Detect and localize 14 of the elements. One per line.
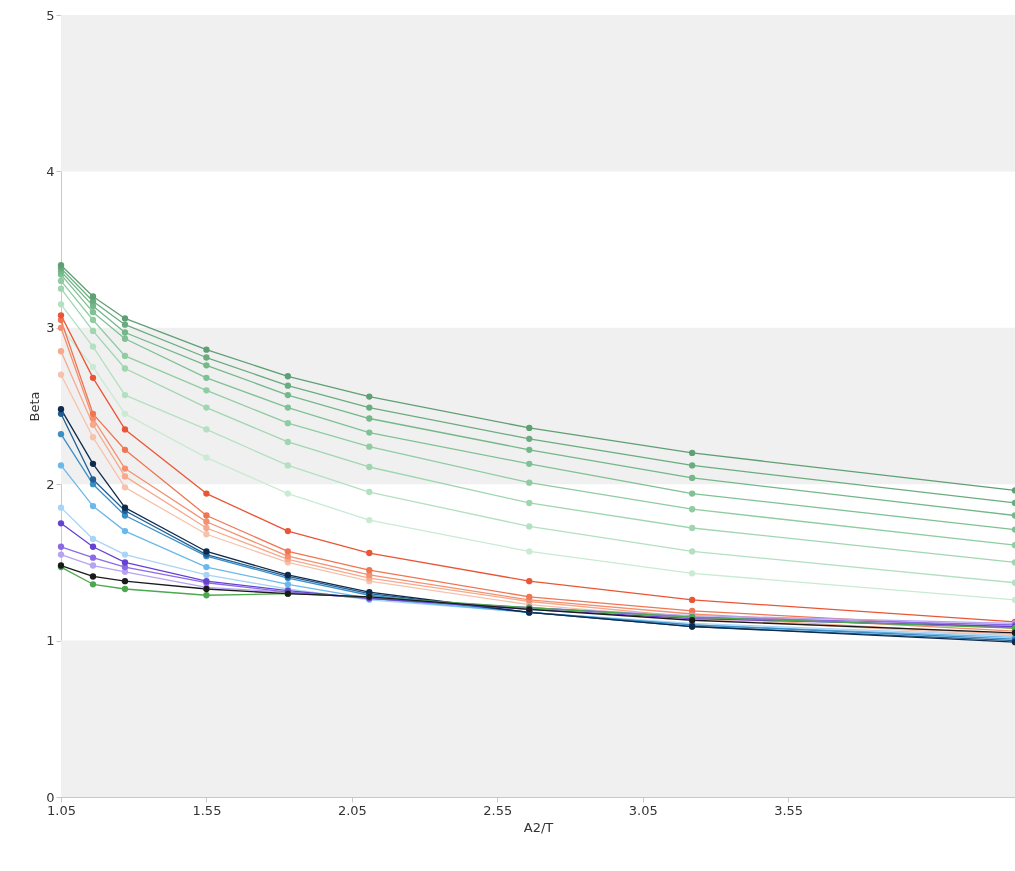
y-axis-title: Beta <box>27 391 43 422</box>
y-tick-label: 4 <box>46 163 55 179</box>
x-axis-title: A2/T <box>523 819 554 835</box>
y-tick-label: 0 <box>46 789 55 805</box>
x-tick-label: 3.55 <box>774 802 804 818</box>
x-tick-label: 2.55 <box>483 802 513 818</box>
x-tick-label: 2.05 <box>337 802 367 818</box>
y-tick-label: 1 <box>46 633 55 649</box>
x-tick-label: 1.55 <box>192 802 222 818</box>
y-tick-label: 5 <box>46 7 55 23</box>
y-tick-label: 2 <box>46 476 55 492</box>
x-tick-label: 3.05 <box>628 802 658 818</box>
y-tick-label: 3 <box>46 320 55 336</box>
x-tick-label: 1.05 <box>47 802 76 818</box>
